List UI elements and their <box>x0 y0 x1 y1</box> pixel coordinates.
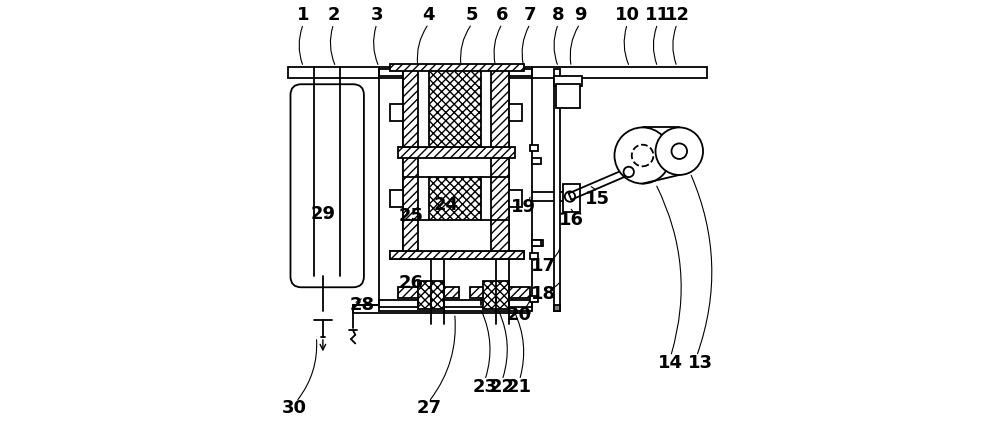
Text: 29: 29 <box>310 205 335 223</box>
Text: 24: 24 <box>434 196 458 214</box>
Bar <box>554 76 582 86</box>
Bar <box>530 253 538 259</box>
Bar <box>530 296 538 302</box>
Text: 15: 15 <box>585 190 610 208</box>
Text: 18: 18 <box>531 285 556 303</box>
Bar <box>563 184 580 212</box>
Text: 17: 17 <box>531 257 556 275</box>
Bar <box>491 69 509 147</box>
Text: 9: 9 <box>574 6 586 24</box>
Bar <box>288 67 707 78</box>
Circle shape <box>624 167 634 177</box>
Bar <box>403 156 418 251</box>
Bar <box>390 104 403 121</box>
Bar <box>554 69 560 311</box>
Text: 13: 13 <box>688 354 713 372</box>
Bar <box>483 281 509 309</box>
Text: 20: 20 <box>507 306 532 324</box>
Bar <box>429 69 481 147</box>
Text: 6: 6 <box>496 6 508 24</box>
Bar <box>418 281 444 309</box>
Bar <box>530 145 538 151</box>
Bar <box>554 305 560 311</box>
Text: 5: 5 <box>466 6 478 24</box>
Circle shape <box>622 165 635 178</box>
Text: 1: 1 <box>297 6 310 24</box>
Bar <box>403 156 509 251</box>
Text: 22: 22 <box>490 378 515 396</box>
Bar <box>532 240 541 246</box>
Circle shape <box>565 191 575 202</box>
Bar <box>532 158 541 164</box>
Text: 3: 3 <box>371 6 383 24</box>
Bar <box>509 104 522 121</box>
Text: 10: 10 <box>615 6 640 24</box>
Text: 23: 23 <box>472 378 497 396</box>
Text: 25: 25 <box>399 207 424 225</box>
Bar <box>509 190 522 207</box>
Bar <box>390 251 524 259</box>
Circle shape <box>656 127 703 175</box>
Bar <box>556 84 580 108</box>
Text: 14: 14 <box>658 354 683 372</box>
Text: 30: 30 <box>282 399 307 417</box>
Bar <box>379 69 532 76</box>
Text: 27: 27 <box>416 399 441 417</box>
Bar <box>398 147 515 158</box>
Bar <box>390 64 524 71</box>
Bar <box>403 69 509 147</box>
Text: 8: 8 <box>552 6 565 24</box>
Text: 21: 21 <box>507 378 532 396</box>
Bar <box>390 190 403 207</box>
Bar <box>470 287 530 298</box>
Bar <box>429 177 481 220</box>
Text: 19: 19 <box>511 198 536 216</box>
Text: 12: 12 <box>665 6 690 24</box>
Text: 11: 11 <box>645 6 670 24</box>
Bar <box>491 156 509 251</box>
Text: 16: 16 <box>559 211 584 229</box>
Text: 28: 28 <box>349 295 374 314</box>
Bar <box>398 287 459 298</box>
Bar <box>403 69 418 147</box>
Circle shape <box>672 143 687 159</box>
Bar <box>390 251 524 259</box>
Text: 4: 4 <box>422 6 435 24</box>
Circle shape <box>614 127 671 184</box>
FancyBboxPatch shape <box>290 84 364 287</box>
Bar <box>532 240 543 246</box>
Text: 26: 26 <box>399 274 424 292</box>
Bar <box>379 300 532 307</box>
Text: 2: 2 <box>327 6 340 24</box>
Text: 7: 7 <box>524 6 536 24</box>
